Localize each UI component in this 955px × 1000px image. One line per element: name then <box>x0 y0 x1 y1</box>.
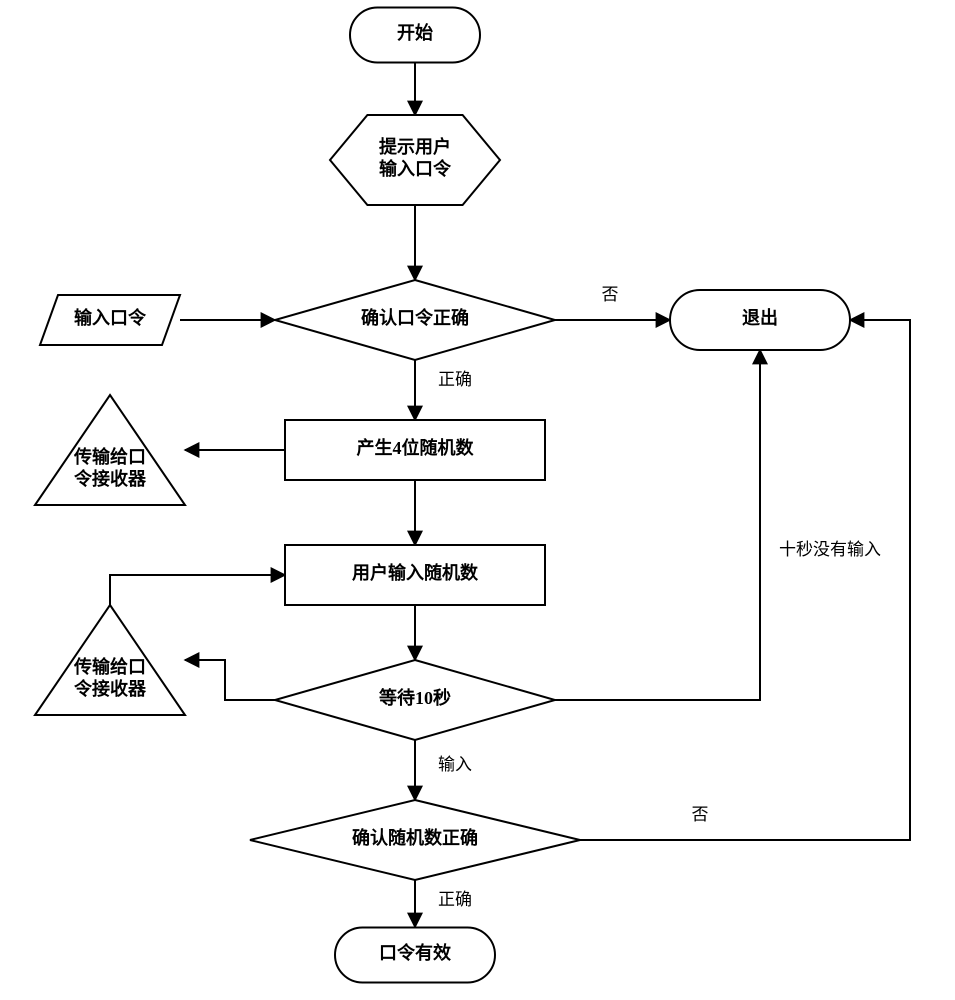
edge-label: 十秒没有输入 <box>779 540 881 559</box>
node-check_pwd: 确认口令正确 <box>275 280 555 360</box>
svg-text:令接收器: 令接收器 <box>73 678 147 699</box>
node-gen_rand: 产生4位随机数 <box>285 420 545 480</box>
node-start: 开始 <box>350 8 480 63</box>
svg-text:用户输入随机数: 用户输入随机数 <box>352 562 479 583</box>
edge-label: 否 <box>692 805 709 824</box>
svg-text:退出: 退出 <box>742 307 778 328</box>
edge-wait-exit <box>555 350 760 700</box>
svg-text:输入口令: 输入口令 <box>74 307 147 328</box>
svg-text:提示用户: 提示用户 <box>379 136 451 157</box>
svg-text:传输给口: 传输给口 <box>73 446 146 467</box>
node-tx1: 传输给口令接收器 <box>35 395 185 505</box>
node-tx2: 传输给口令接收器 <box>35 605 185 715</box>
node-exit: 退出 <box>670 290 850 350</box>
svg-text:产生4位随机数: 产生4位随机数 <box>357 437 475 458</box>
svg-text:输入口令: 输入口令 <box>379 158 452 179</box>
svg-text:令接收器: 令接收器 <box>73 468 147 489</box>
edge-check_rand-exit <box>580 320 910 840</box>
node-input_pwd: 输入口令 <box>40 295 180 345</box>
edge-label: 正确 <box>438 370 472 389</box>
node-check_rand: 确认随机数正确 <box>250 800 580 880</box>
edge-tx2-user_rand <box>110 575 285 605</box>
edge-label: 输入 <box>438 755 472 774</box>
svg-text:确认口令正确: 确认口令正确 <box>361 307 469 328</box>
node-valid: 口令有效 <box>335 928 495 983</box>
svg-text:开始: 开始 <box>397 22 433 43</box>
edge-label: 正确 <box>438 890 472 909</box>
node-user_rand: 用户输入随机数 <box>285 545 545 605</box>
edge-label: 否 <box>602 285 619 304</box>
svg-text:传输给口: 传输给口 <box>73 656 146 677</box>
node-prompt: 提示用户输入口令 <box>330 115 500 205</box>
edge-wait-tx2 <box>185 660 275 700</box>
svg-text:确认随机数正确: 确认随机数正确 <box>352 827 478 848</box>
node-wait: 等待10秒 <box>275 660 555 740</box>
svg-text:口令有效: 口令有效 <box>379 942 452 963</box>
svg-text:等待10秒: 等待10秒 <box>379 687 451 708</box>
